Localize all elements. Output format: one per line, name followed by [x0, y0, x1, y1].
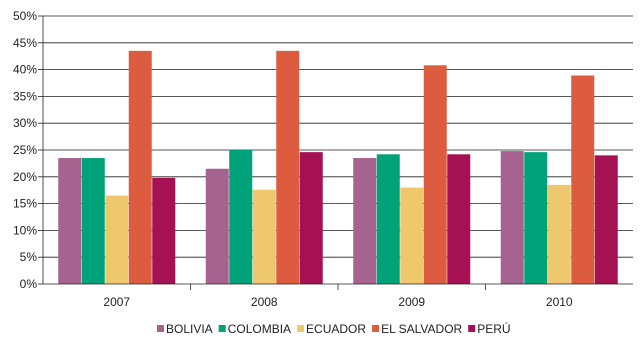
bar: [594, 155, 618, 284]
bar: [400, 187, 424, 284]
legend-swatch: [372, 325, 380, 332]
bar: [524, 152, 548, 284]
bar: [81, 158, 105, 284]
bar: [547, 184, 571, 284]
x-tick-label: 2009: [398, 295, 425, 309]
x-tick-label: 2010: [546, 295, 573, 309]
legend-swatch: [297, 325, 305, 332]
y-tick-label: 30%: [13, 116, 37, 130]
legend-label: EL SALVADOR: [381, 322, 462, 336]
legend-swatch: [157, 325, 164, 332]
bar: [205, 168, 229, 284]
bar: [276, 50, 300, 285]
bar: [571, 75, 595, 284]
y-tick-label: 10%: [13, 223, 37, 237]
bar: [105, 195, 129, 284]
x-axis-tick-labels: 2007 2008 2009 2010: [103, 284, 573, 309]
y-tick-label: 5%: [20, 250, 38, 264]
legend-label: BOLIVIA: [166, 322, 213, 336]
y-tick-label: 40%: [13, 63, 37, 77]
bar: [447, 154, 471, 284]
bar: [229, 150, 253, 284]
legend: BOLIVIA COLOMBIA ECUADOR EL SALVADOR PERÚ: [157, 321, 511, 336]
legend-label: COLOMBIA: [228, 322, 291, 336]
legend-swatch: [468, 325, 476, 332]
bar: [376, 154, 400, 284]
bar: [500, 151, 524, 284]
legend-swatch: [218, 325, 226, 332]
y-axis-tick-labels: 0% 5% 10% 15% 20% 25% 30% 35% 40% 45% 50%: [13, 9, 37, 291]
y-tick-label: 15%: [13, 197, 37, 211]
bar: [152, 177, 176, 284]
bar: [128, 50, 152, 285]
bar: [423, 65, 447, 284]
legend-label: ECUADOR: [306, 322, 366, 336]
x-tick-label: 2007: [103, 295, 130, 309]
bar: [299, 152, 323, 284]
y-tick-label: 35%: [13, 89, 37, 103]
x-tick-label: 2008: [251, 295, 278, 309]
bar: [58, 158, 82, 284]
bars: [58, 50, 618, 285]
y-tick-label: 25%: [13, 143, 37, 157]
legend-label: PERÚ: [477, 321, 510, 336]
y-tick-label: 45%: [13, 36, 37, 50]
bar: [252, 189, 276, 284]
y-tick-label: 0%: [20, 277, 38, 291]
y-tick-label: 50%: [13, 9, 37, 23]
bar: [353, 158, 377, 284]
y-tick-label: 20%: [13, 170, 37, 184]
